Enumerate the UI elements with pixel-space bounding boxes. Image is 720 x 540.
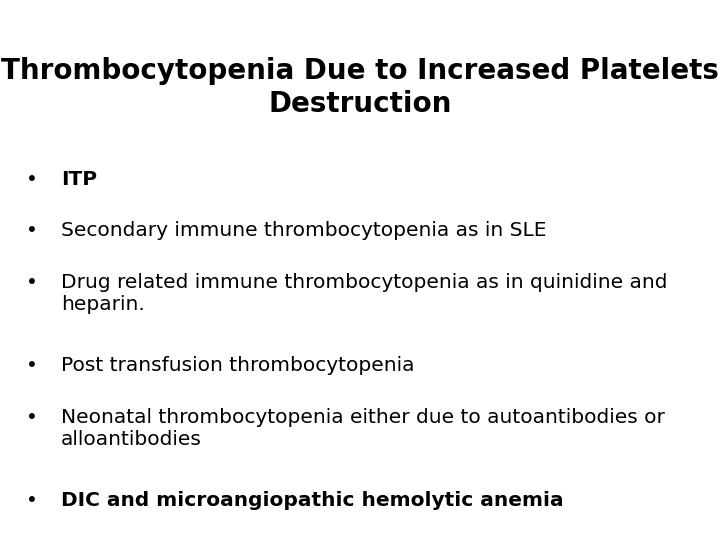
Text: DIC and microangiopathic hemolytic anemia: DIC and microangiopathic hemolytic anemi… — [61, 491, 564, 510]
Text: Drug related immune thrombocytopenia as in quinidine and
heparin.: Drug related immune thrombocytopenia as … — [61, 273, 667, 314]
Text: Post transfusion thrombocytopenia: Post transfusion thrombocytopenia — [61, 356, 415, 375]
Text: Neonatal thrombocytopenia either due to autoantibodies or
alloantibodies: Neonatal thrombocytopenia either due to … — [61, 408, 665, 449]
Text: •: • — [27, 273, 38, 292]
Text: •: • — [27, 170, 38, 189]
Text: Thrombocytopenia Due to Increased Platelets
Destruction: Thrombocytopenia Due to Increased Platel… — [1, 57, 719, 118]
Text: •: • — [27, 221, 38, 240]
Text: •: • — [27, 356, 38, 375]
Text: •: • — [27, 491, 38, 510]
Text: ITP: ITP — [61, 170, 97, 189]
Text: Secondary immune thrombocytopenia as in SLE: Secondary immune thrombocytopenia as in … — [61, 221, 546, 240]
Text: •: • — [27, 408, 38, 427]
